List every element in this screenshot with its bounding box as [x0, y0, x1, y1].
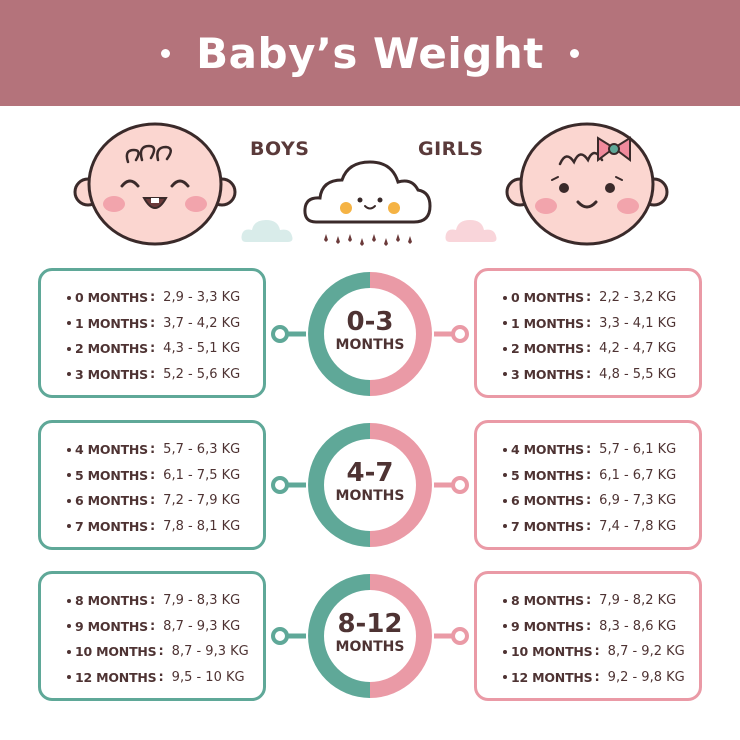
list-item: 2 MONTHS:4,2 - 4,7 KG: [503, 336, 699, 362]
girls-card-4-7: 4 MONTHS:5,7 - 6,1 KG 5 MONTHS:6,1 - 6,7…: [474, 420, 702, 550]
age-unit: MONTHS: [335, 488, 405, 504]
age-ring-4-7: [271, 423, 469, 547]
list-item: 8 MONTHS:7,9 - 8,2 KG: [503, 588, 699, 614]
list-item: 2 MONTHS:4,3 - 5,1 KG: [67, 336, 263, 362]
age-unit: MONTHS: [335, 337, 405, 353]
age-range: 8-12: [337, 609, 403, 639]
boys-card-4-7: 4 MONTHS:5,7 - 6,3 KG 5 MONTHS:6,1 - 7,5…: [38, 420, 266, 550]
list-item: 5 MONTHS:6,1 - 7,5 KG: [67, 463, 263, 489]
list-item: 12 MONTHS:9,5 - 10 KG: [67, 665, 263, 691]
boys-label: BOYS: [250, 138, 310, 160]
girl-face-icon: [505, 122, 669, 246]
age-range-label-0-3: 0-3 MONTHS: [300, 308, 440, 354]
list-item: 0 MONTHS:2,2 - 3,2 KG: [503, 285, 699, 311]
age-ring-8-12: [271, 574, 469, 698]
list-item: 6 MONTHS:6,9 - 7,3 KG: [503, 488, 699, 514]
age-range-label-8-12: 8-12 MONTHS: [300, 610, 440, 656]
age-range-label-4-7: 4-7 MONTHS: [300, 459, 440, 505]
girls-card-0-3: 0 MONTHS:2,2 - 3,2 KG 1 MONTHS:3,3 - 4,1…: [474, 268, 702, 398]
list-item: 5 MONTHS:6,1 - 6,7 KG: [503, 463, 699, 489]
list-item: 3 MONTHS:4,8 - 5,5 KG: [503, 362, 699, 388]
list-item: 9 MONTHS:8,7 - 9,3 KG: [67, 614, 263, 640]
list-item: 0 MONTHS:2,9 - 3,3 KG: [67, 285, 263, 311]
list-item: 12 MONTHS:9,2 - 9,8 KG: [503, 665, 699, 691]
list-item: 7 MONTHS:7,8 - 8,1 KG: [67, 514, 263, 540]
list-item: 10 MONTHS:8,7 - 9,2 KG: [503, 639, 699, 665]
header-dot-left: [161, 48, 171, 58]
list-item: 4 MONTHS:5,7 - 6,3 KG: [67, 437, 263, 463]
girls-label: GIRLS: [418, 138, 484, 160]
header-dot-right: [569, 48, 579, 58]
list-item: 1 MONTHS:3,3 - 4,1 KG: [503, 311, 699, 337]
list-item: 9 MONTHS:8,3 - 8,6 KG: [503, 614, 699, 640]
boys-card-8-12: 8 MONTHS:7,9 - 8,3 KG 9 MONTHS:8,7 - 9,3…: [38, 571, 266, 701]
age-range: 0-3: [346, 307, 394, 337]
list-item: 7 MONTHS:7,4 - 7,8 KG: [503, 514, 699, 540]
girls-card-8-12: 8 MONTHS:7,9 - 8,2 KG 9 MONTHS:8,3 - 8,6…: [474, 571, 702, 701]
age-range: 4-7: [346, 458, 394, 488]
list-item: 3 MONTHS:5,2 - 5,6 KG: [67, 362, 263, 388]
list-item: 6 MONTHS:7,2 - 7,9 KG: [67, 488, 263, 514]
list-item: 10 MONTHS:8,7 - 9,3 KG: [67, 639, 263, 665]
list-item: 1 MONTHS:3,7 - 4,2 KG: [67, 311, 263, 337]
bow-icon: [597, 136, 631, 162]
small-cloud-icon: [241, 220, 293, 242]
page-title: Baby’s Weight: [196, 28, 544, 78]
age-ring-0-3: [271, 272, 469, 396]
small-cloud-icon: [445, 220, 497, 242]
boys-card-0-3: 0 MONTHS:2,9 - 3,3 KG 1 MONTHS:3,7 - 4,2…: [38, 268, 266, 398]
age-unit: MONTHS: [335, 639, 405, 655]
rain-cloud-icon: [303, 160, 432, 246]
list-item: 4 MONTHS:5,7 - 6,1 KG: [503, 437, 699, 463]
list-item: 8 MONTHS:7,9 - 8,3 KG: [67, 588, 263, 614]
header-banner: Baby’s Weight: [0, 0, 740, 106]
boy-face-icon: [73, 122, 237, 246]
